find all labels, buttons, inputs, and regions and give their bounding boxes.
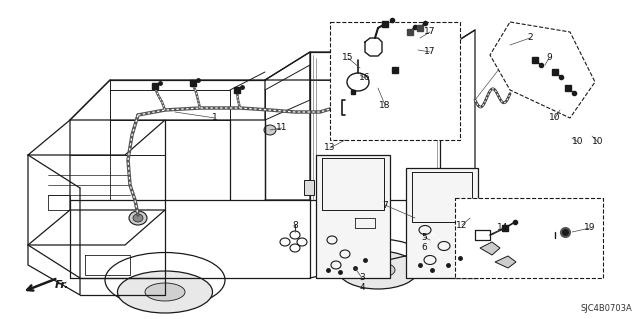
Ellipse shape [118, 271, 212, 313]
Polygon shape [480, 242, 500, 255]
Text: 2: 2 [527, 33, 533, 42]
Ellipse shape [129, 211, 147, 225]
Text: 6: 6 [421, 242, 427, 251]
Text: 18: 18 [380, 100, 391, 109]
Text: SJC4B0703A: SJC4B0703A [580, 304, 632, 313]
Text: 9: 9 [546, 54, 552, 63]
Ellipse shape [145, 283, 185, 301]
Text: 4: 4 [359, 284, 365, 293]
Text: 12: 12 [456, 220, 468, 229]
Text: 5: 5 [421, 233, 427, 241]
Text: Fr.: Fr. [55, 280, 70, 290]
Text: 14: 14 [497, 224, 509, 233]
Text: 7: 7 [382, 201, 388, 210]
Ellipse shape [338, 251, 418, 289]
Polygon shape [304, 180, 314, 195]
Text: 13: 13 [324, 144, 336, 152]
Text: 10: 10 [572, 137, 584, 146]
Text: 1: 1 [212, 114, 218, 122]
Text: 17: 17 [424, 27, 436, 36]
Ellipse shape [133, 214, 143, 222]
Bar [455, 198, 603, 278]
Ellipse shape [264, 125, 276, 135]
Bar [330, 22, 460, 140]
Text: 10: 10 [549, 114, 561, 122]
Text: 11: 11 [276, 123, 288, 132]
Polygon shape [406, 168, 478, 278]
Text: 10: 10 [592, 137, 604, 146]
Polygon shape [490, 22, 595, 118]
Ellipse shape [361, 262, 395, 278]
Text: 19: 19 [584, 224, 596, 233]
Polygon shape [495, 256, 516, 268]
Text: 16: 16 [359, 73, 371, 83]
Text: 17: 17 [424, 48, 436, 56]
Polygon shape [316, 155, 390, 278]
Text: 8: 8 [292, 220, 298, 229]
Text: 15: 15 [342, 54, 354, 63]
Text: 3: 3 [359, 273, 365, 283]
